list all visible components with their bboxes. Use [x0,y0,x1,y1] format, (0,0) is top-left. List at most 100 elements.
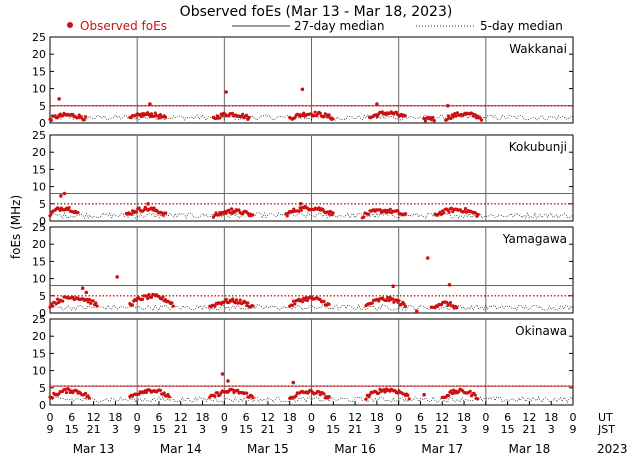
day-label: Mar 17 [421,442,463,456]
jst-tick-label: 9 [308,423,315,436]
observed-outlier [422,392,426,397]
observed-point [147,293,151,297]
observed-point [244,113,249,117]
ut-tick-label: 12 [261,411,275,424]
station-name: Okinawa [515,324,567,338]
jst-tick-label: 3 [199,423,206,436]
station-panel: 0 5 10 15 20 25 Okinawa [32,313,574,412]
observed-point [422,116,426,121]
y-tick-label: 25 [32,31,46,44]
observed-point [167,395,171,399]
observed-point [304,296,308,300]
observed-point [146,296,150,301]
observed-point [49,118,53,122]
observed-point [158,388,162,392]
legend-27day-label: 27-day median [294,19,384,33]
observed-point [142,208,146,212]
ut-tick-label: 6 [68,411,75,424]
ut-tick-label: 12 [522,411,536,424]
ut-tick-label: 12 [435,411,449,424]
jst-tick-label: 15 [152,423,166,436]
ut-tick-label: 6 [330,411,337,424]
observed-point [449,206,454,210]
observed-point [237,301,241,305]
jst-tick-label: 21 [435,423,449,436]
jst-tick-label: 3 [286,423,293,436]
observed-point [449,116,453,120]
station-name: Wakkanai [509,42,567,56]
observed-point [238,298,242,302]
ut-label: UT [598,411,613,424]
observed-point [327,302,331,306]
observed-point [213,394,217,398]
observed-point [87,297,91,302]
jst-tick-label: 9 [221,423,228,436]
legend-5day-label: 5-day median [480,19,563,33]
observed-point [231,297,235,301]
day-label: Mar 14 [160,442,202,456]
jst-tick-label: 9 [482,423,489,436]
y-tick-label: 0 [39,307,46,320]
y-tick-label: 25 [32,313,46,326]
background-trace [49,211,574,220]
observed-point [462,209,466,214]
station-panel: 0 5 10 15 20 25 Yamagawa [32,221,574,320]
jst-tick-label: 15 [501,423,515,436]
y-tick-label: 15 [32,347,46,360]
y-tick-label: 10 [32,273,46,286]
ut-tick-label: 0 [221,411,228,424]
observed-point [251,213,255,217]
observed-point [298,206,302,210]
observed-point [84,115,88,119]
observed-outlier [391,284,396,289]
observed-point [383,390,387,394]
observed-outlier [148,102,152,106]
observed-point [213,304,217,308]
y-tick-label: 25 [32,221,46,234]
observed-outlier [146,202,150,206]
observed-point [84,391,88,395]
observed-point [76,116,80,120]
observed-point [141,297,145,301]
observed-point [139,114,143,119]
jst-tick-label: 9 [395,423,402,436]
observed-outlier [224,90,228,94]
legend-observed-marker [67,22,73,28]
observed-point [396,209,400,213]
y-tick-label: 15 [32,65,46,78]
observed-point [445,117,449,121]
jst-tick-label: 3 [373,423,380,436]
ut-tick-label: 18 [196,411,210,424]
observed-point [170,301,174,305]
observed-point [384,298,388,302]
observed-point [230,111,235,115]
observed-point [451,114,456,118]
observed-point [394,298,399,302]
observed-point [241,112,245,116]
background-trace [49,113,574,121]
observed-outlier [298,202,303,206]
observed-point [293,302,297,306]
observed-point [293,116,297,120]
observed-point [218,116,222,120]
observed-point [476,397,480,401]
observed-point [322,114,326,118]
y-tick-label: 15 [32,255,46,268]
observed-point [233,210,237,214]
observed-point [214,116,218,121]
observed-point [454,114,458,118]
y-tick-label: 20 [32,146,46,159]
observed-point [89,301,93,305]
observed-point [453,112,457,116]
observed-point [449,389,453,393]
y-tick-label: 20 [32,238,46,251]
y-tick-label: 10 [32,181,46,194]
observed-point [300,114,304,118]
observed-point [56,297,60,301]
y-tick-label: 20 [32,48,46,61]
observed-point [312,114,316,118]
observed-outlier [115,275,119,279]
observed-point [234,298,239,302]
y-tick-label: 5 [39,198,46,211]
observed-point [391,297,395,301]
